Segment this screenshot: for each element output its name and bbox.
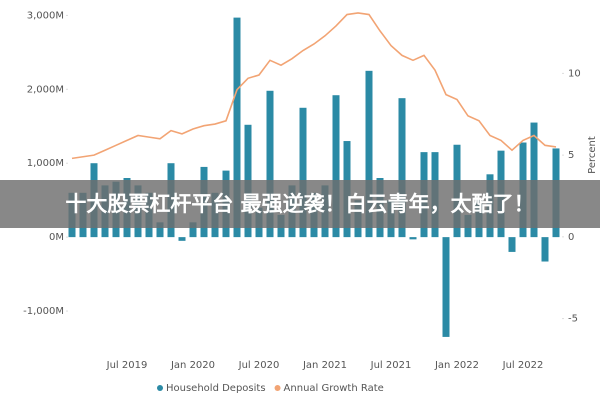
bar [178,237,186,241]
y2-axis-label: Percent [587,136,598,174]
bar [189,222,197,238]
bar [156,222,164,238]
y-tick-label: 1,000M [27,158,64,169]
legend-marker [274,385,281,391]
x-tick-label: Jul 2019 [106,360,148,371]
x-tick-label: Jul 2022 [502,360,544,371]
y2-tick-label: -5 [568,314,578,325]
y-tick-label: 0M [49,232,64,243]
x-tick-label: Jan 2021 [302,360,347,371]
y2-tick-label: 0 [568,232,574,243]
bar [299,107,307,238]
bar [266,90,274,238]
x-tick-label: Jul 2021 [370,360,412,371]
bar [332,95,340,238]
y-tick-label: 3,000M [27,10,64,21]
legend-label: Annual Growth Rate [284,383,384,394]
legend-marker [157,385,163,391]
legend-label: Household Deposits [166,383,266,394]
y-tick-label: -1,000M [23,306,64,317]
banner-text: 十大股票杠杆平台 最强逆袭！白云青年，太酷了！ [65,192,534,216]
bar [233,17,241,238]
y-tick-label: 2,000M [27,84,64,95]
x-tick-label: Jul 2020 [238,360,280,371]
bar [541,237,549,262]
x-tick-label: Jan 2022 [434,360,479,371]
bar [365,70,373,238]
line [71,12,557,160]
y2-tick-label: 10 [568,68,581,79]
bar [409,237,417,240]
bar [530,122,538,238]
bar [398,98,406,238]
banner [0,180,600,228]
bar [508,237,516,252]
y2-tick-label: 5 [568,150,574,161]
bar [442,237,450,337]
x-tick-label: Jan 2020 [170,360,215,371]
